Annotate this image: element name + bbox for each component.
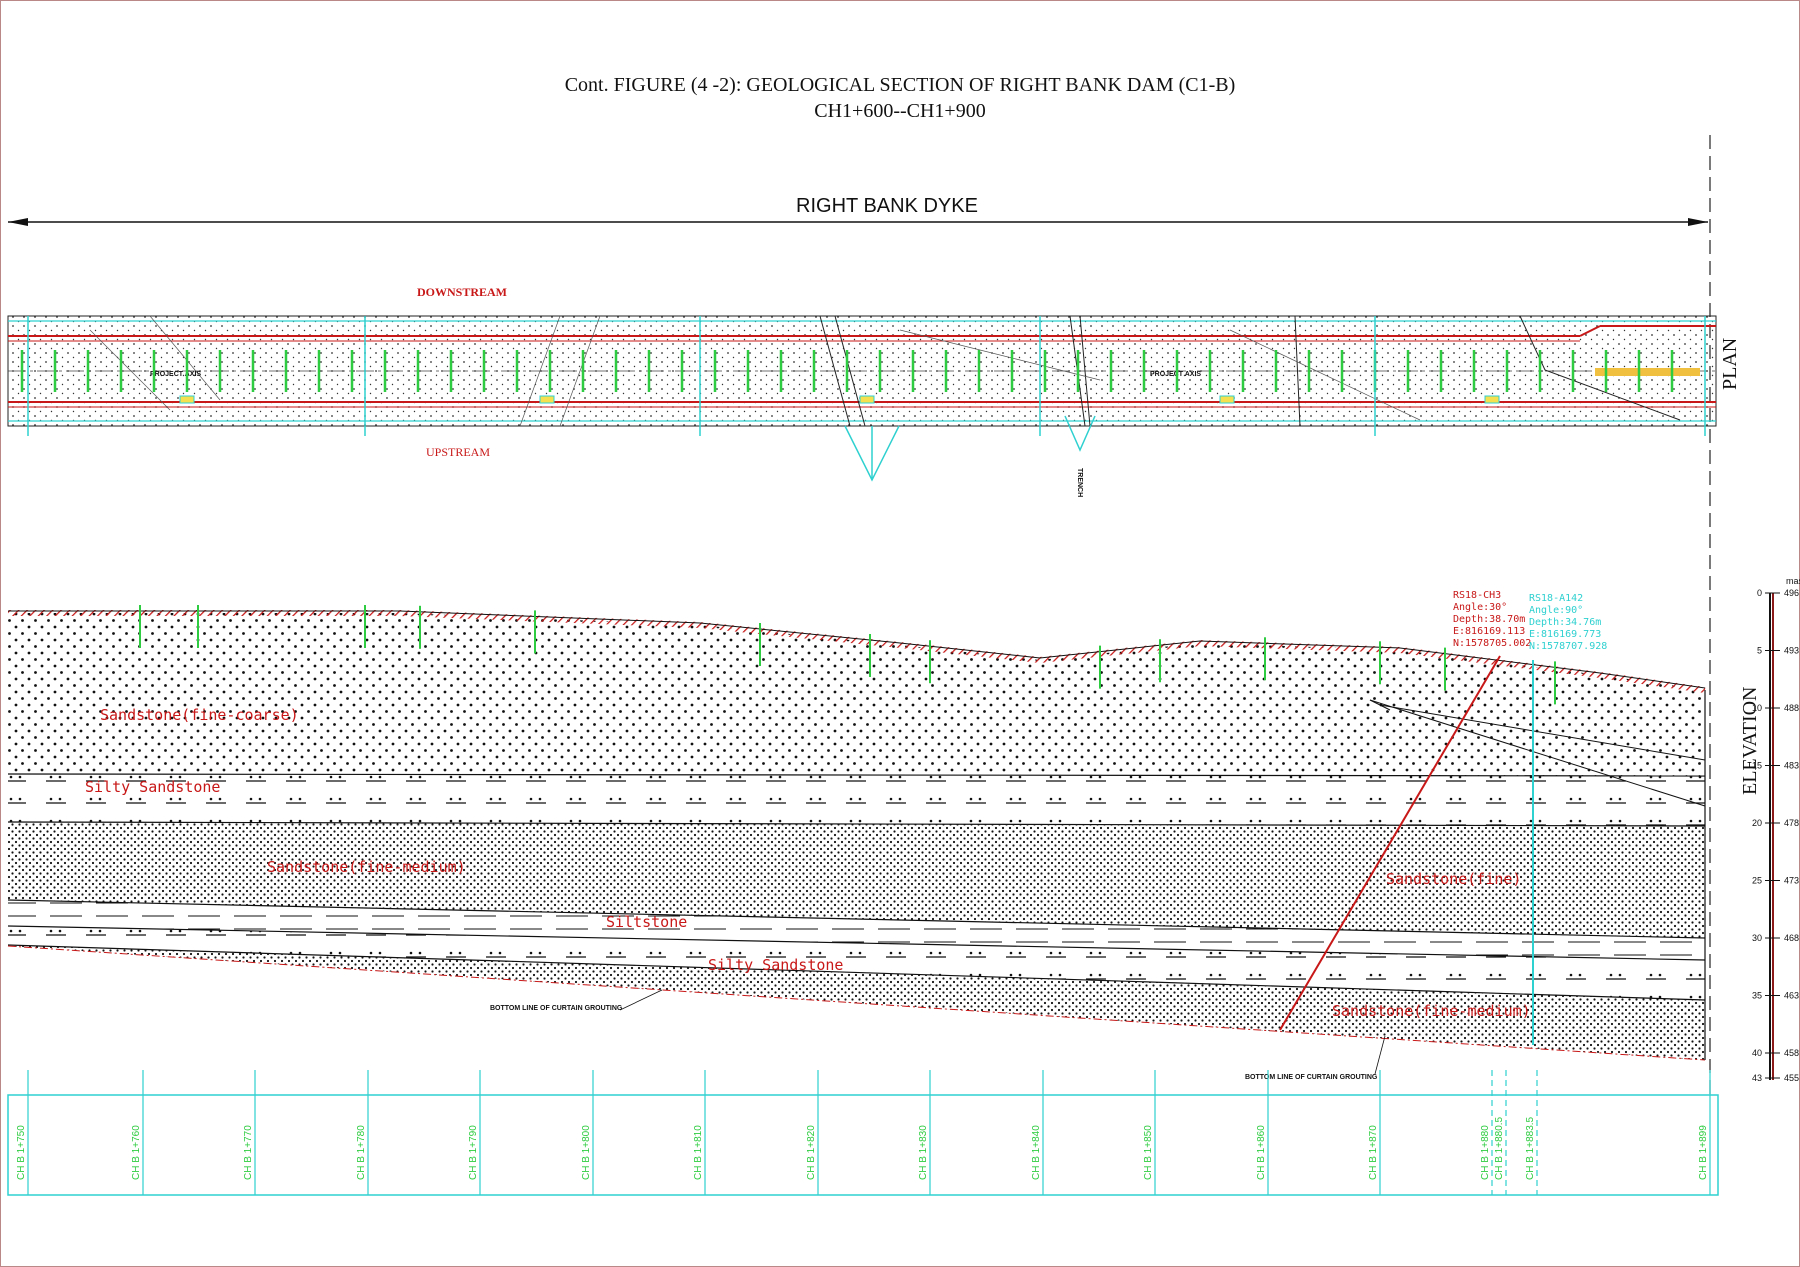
svg-text:N:1578705.002: N:1578705.002 [1453,638,1531,649]
elevation-depth: 20 [1752,818,1762,828]
elevation-depth: 25 [1752,876,1762,886]
project-axis-label: PROJECT AXIS [1150,371,1201,378]
chainage-label: CH B 1+830 [918,1125,929,1180]
elevation-depth: 35 [1752,991,1762,1001]
plan-label: PLAN [1719,338,1741,390]
layer-label-sandstone-fine: Sandstone(fine) [1386,870,1521,888]
elevation-masl: 493 [1784,646,1799,656]
dyke-dimension-line [8,218,1708,226]
grouting-label-right: BOTTOM LINE OF CURTAIN GROUTING [1245,1074,1378,1081]
elevation-depth: 40 [1752,1048,1762,1058]
elevation-masl: 468 [1784,933,1799,943]
layer-label-silty-sandstone-lower: Silty Sandstone [708,956,843,974]
svg-text:Angle:30°: Angle:30° [1453,602,1507,613]
elevation-depth: 5 [1757,646,1762,656]
elevation-depth: 43 [1752,1073,1762,1083]
elevation-masl: 488 [1784,703,1799,713]
chainage-bar: CH B 1+750 CH B 1+760 CH B 1+770 CH B 1+780… [7,1070,1719,1196]
plan-marker [179,395,195,404]
elevation-scale: 0 496 5 493 10 488 15 483 20 478 25 473 30 468 35 463 40… [1752,588,1799,1083]
chainage-label: CH B 1+780 [356,1125,367,1180]
chainage-label: CH B 1+860 [1256,1125,1267,1180]
section-borehole-marks [139,605,1556,705]
borehole-ch3-annotation: RS18-CH3 Angle:30° Depth:38.70m E:816169… [1453,590,1531,649]
elevation-masl: 473 [1784,876,1799,886]
chainage-label: CH B 1+810 [693,1125,704,1180]
layer-label-silty-sandstone-upper: Silty Sandstone [85,778,220,796]
svg-text:E:816169.113: E:816169.113 [1453,626,1525,637]
elevation-label: ELEVATION [1739,686,1761,795]
figure-title: Cont. FIGURE (4 -2): GEOLOGICAL SECTION … [564,74,1236,96]
chainage-label: CH B 1+770 [243,1125,254,1180]
grouting-leader [619,989,663,1011]
svg-text:RS18-CH3: RS18-CH3 [1453,590,1501,601]
grouting-label-left: BOTTOM LINE OF CURTAIN GROUTING [490,1005,623,1012]
upstream-label: UPSTREAM [426,445,490,459]
section-body [7,610,1706,1061]
chainage-label: CH B 1+760 [131,1125,142,1180]
chainage-label: CH B 1+750 [16,1125,27,1180]
svg-text:N:1578707.928: N:1578707.928 [1529,641,1607,652]
chainage-label: CH B 1+820 [806,1125,817,1180]
elevation-depth: 15 [1752,761,1762,771]
chainage-label: CH B 1+880.5 [1494,1116,1505,1180]
chainage-label: CH B 1+790 [468,1125,479,1180]
grouting-leader [1374,1035,1386,1075]
svg-text:Depth:34.76m: Depth:34.76m [1529,617,1601,628]
chainage-label: CH B 1+840 [1031,1125,1042,1180]
svg-text:Depth:38.70m: Depth:38.70m [1453,614,1525,625]
chainage-label: CH B 1+800 [581,1125,592,1180]
layer-label-sandstone-fine-medium-right: Sandstone(fine-medium) [1332,1002,1531,1020]
figure-subtitle: CH1+600--CH1+900 [814,100,986,122]
svg-text:E:816169.773: E:816169.773 [1529,629,1601,640]
layer-label-sandstone-fine-medium: Sandstone(fine-medium) [267,858,466,876]
project-axis-label: PROJECT AXIS [150,371,201,378]
layer-label-siltstone: Siltstone [606,913,687,931]
borehole-a142-annotation: RS18-A142 Angle:90° Depth:34.76m E:81616… [1529,593,1607,652]
chainage-label: CH B 1+880 [1480,1125,1491,1180]
plan-marker [539,395,555,404]
elevation-masl: 483 [1784,761,1799,771]
svg-text:RS18-A142: RS18-A142 [1529,593,1583,604]
elevation-masl: 478 [1784,818,1799,828]
trench-marker [844,415,1096,482]
chainage-label: CH B 1+883.5 [1525,1116,1536,1180]
elevation-depth: 10 [1752,703,1762,713]
plan-marker [859,395,875,404]
elevation-masl: 496 [1784,588,1799,598]
chainage-label: CH B 1+870 [1368,1125,1379,1180]
elevation-unit: masl [1786,576,1800,586]
downstream-label: DOWNSTREAM [417,285,507,299]
elevation-masl: 455 [1784,1073,1799,1083]
plan-marker [1219,395,1235,404]
chainage-label: CH B 1+850 [1143,1125,1154,1180]
svg-text:Angle:90°: Angle:90° [1529,605,1583,616]
elevation-masl: 463 [1784,991,1799,1001]
plan-marker [1484,395,1500,404]
plan-borehole-marks [20,316,1706,436]
elevation-depth: 0 [1757,588,1762,598]
elevation-depth: 30 [1752,933,1762,943]
dyke-label: RIGHT BANK DYKE [796,195,978,217]
chainage-label: CH B 1+899 [1698,1125,1709,1180]
elevation-masl: 458 [1784,1048,1799,1058]
trench-label: TRENCH [1076,468,1083,497]
layer-label-sandstone-fine-coarse: Sandstone(fine-coarse) [100,706,299,724]
plan-strip [7,315,1717,427]
